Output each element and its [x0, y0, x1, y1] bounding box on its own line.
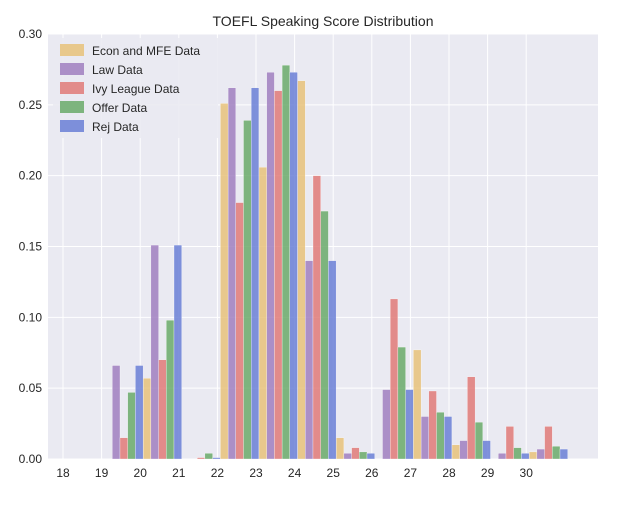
x-tick-label: 30	[520, 466, 534, 480]
bar-offer-data-20	[166, 320, 175, 460]
x-tick-label: 25	[327, 466, 341, 480]
bar-offer-data-23	[281, 65, 290, 460]
legend-label: Offer Data	[92, 101, 147, 115]
bar-econ-and-mfe-data-22	[220, 103, 229, 460]
bar-ivy-league-data-27	[428, 390, 437, 460]
x-tick-label: 24	[288, 466, 302, 480]
bar-offer-data-21	[204, 453, 213, 460]
legend-label: Rej Data	[92, 120, 139, 134]
bar-econ-and-mfe-data-25	[336, 437, 345, 460]
bar-ivy-league-data-30	[544, 426, 553, 460]
bar-offer-data-25	[359, 451, 368, 460]
bar-offer-data-30	[552, 446, 561, 460]
legend-swatch	[60, 120, 84, 132]
y-tick-label: 0.05	[19, 381, 43, 395]
x-tick-label: 18	[56, 466, 70, 480]
bar-offer-data-29	[513, 447, 522, 460]
x-tick-label: 20	[134, 466, 148, 480]
legend-swatch	[60, 63, 84, 75]
bar-ivy-league-data-23	[274, 90, 283, 460]
bar-ivy-league-data-20	[158, 359, 167, 460]
y-tick-label: 0.30	[19, 27, 43, 41]
bar-rej-data-24	[328, 260, 337, 460]
bar-rej-data-20	[173, 244, 182, 460]
x-tick-label: 27	[404, 466, 418, 480]
x-tick-label: 29	[481, 466, 495, 480]
bar-ivy-league-data-21	[197, 457, 206, 460]
y-axis-ticks: 0.00 0.05 0.10 0.15 0.20 0.25 0.30	[19, 27, 43, 466]
bar-econ-and-mfe-data-20	[143, 378, 152, 460]
bar-offer-data-27	[436, 412, 445, 460]
y-tick-label: 0.15	[19, 240, 43, 254]
bar-ivy-league-data-28	[467, 376, 476, 460]
legend-label: Econ and MFE Data	[92, 44, 200, 58]
bar-law-data-29	[498, 453, 507, 460]
x-tick-label: 19	[95, 466, 109, 480]
bar-ivy-league-data-29	[505, 426, 514, 460]
bar-law-data-27	[420, 416, 429, 460]
legend-label: Ivy League Data	[92, 82, 180, 96]
x-tick-label: 28	[442, 466, 456, 480]
bar-offer-data-28	[474, 422, 483, 460]
bar-law-data-28	[459, 440, 468, 460]
chart-title: TOEFL Speaking Score Distribution	[213, 13, 434, 29]
legend-swatch	[60, 44, 84, 56]
bar-law-data-25	[343, 453, 352, 460]
y-tick-label: 0.25	[19, 98, 43, 112]
bar-law-data-30	[536, 448, 545, 460]
bar-law-data-20	[150, 244, 159, 460]
bar-offer-data-22	[243, 120, 252, 460]
bar-rej-data-22	[251, 87, 260, 460]
bar-rej-data-29	[521, 453, 530, 460]
y-tick-label: 0.10	[19, 310, 43, 324]
bar-offer-data-19	[127, 392, 136, 460]
bar-ivy-league-data-26	[390, 298, 399, 460]
bar-econ-and-mfe-data-27	[413, 349, 422, 460]
bar-law-data-24	[305, 260, 314, 460]
bar-rej-data-25	[366, 453, 375, 460]
bars	[112, 65, 568, 460]
bar-law-data-22	[227, 87, 236, 460]
bar-rej-data-23	[289, 72, 298, 460]
bar-law-data-19	[112, 365, 121, 460]
bar-econ-and-mfe-data-28	[451, 444, 460, 460]
bar-offer-data-24	[320, 210, 329, 460]
bar-law-data-23	[266, 72, 275, 460]
x-tick-label: 22	[211, 466, 225, 480]
bar-econ-and-mfe-data-23	[258, 167, 267, 460]
bar-rej-data-21	[212, 457, 221, 460]
y-tick-label: 0.00	[19, 452, 43, 466]
bar-ivy-league-data-19	[119, 437, 128, 460]
bar-rej-data-30	[559, 448, 568, 460]
legend-swatch	[60, 101, 84, 113]
x-tick-label: 23	[249, 466, 263, 480]
bar-law-data-26	[382, 389, 391, 460]
bar-econ-and-mfe-data-30	[529, 451, 538, 460]
bar-ivy-league-data-24	[312, 175, 321, 460]
x-tick-label: 26	[365, 466, 379, 480]
legend-label: Law Data	[92, 63, 143, 77]
bar-ivy-league-data-22	[235, 202, 244, 460]
bar-offer-data-26	[397, 346, 406, 460]
y-tick-label: 0.20	[19, 169, 43, 183]
bar-ivy-league-data-25	[351, 447, 360, 460]
x-tick-label: 21	[172, 466, 186, 480]
legend: Econ and MFE Data Law Data Ivy League Data…	[53, 38, 218, 138]
bar-rej-data-19	[135, 365, 144, 460]
x-axis-ticks: 18 19 20 21 22 23 24 25 26 27 28 29 30	[56, 466, 533, 480]
bar-rej-data-26	[405, 389, 414, 460]
bar-econ-and-mfe-data-24	[297, 80, 306, 460]
bar-rej-data-28	[482, 440, 491, 460]
bar-rej-data-27	[444, 416, 453, 460]
legend-swatch	[60, 82, 84, 94]
